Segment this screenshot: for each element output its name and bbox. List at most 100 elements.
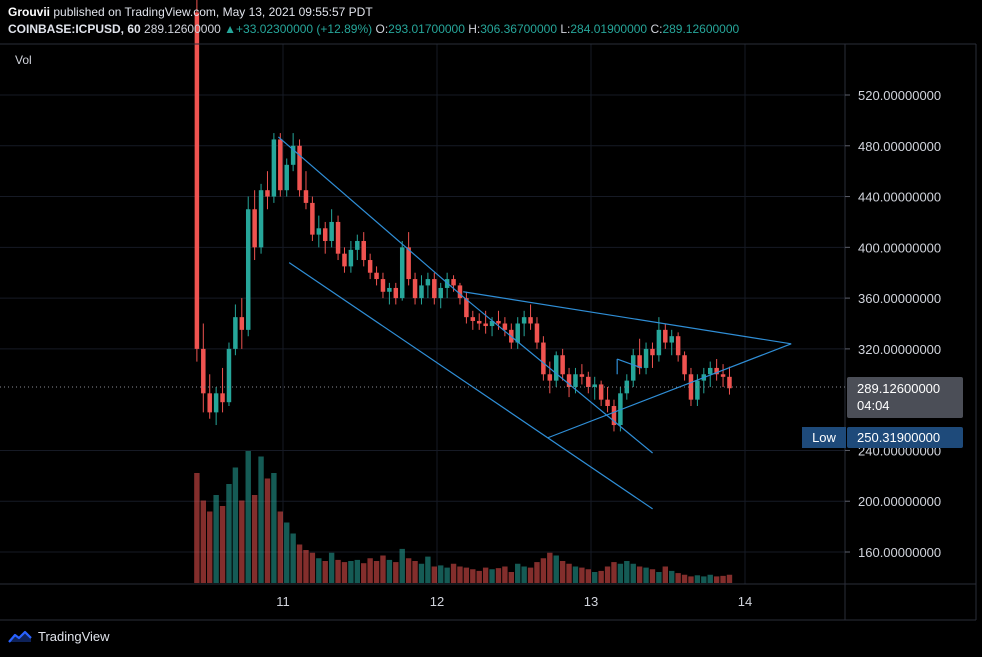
time-tick-label: 14 [738, 594, 752, 609]
volume-bar [264, 478, 271, 583]
candle-body [496, 320, 501, 324]
volume-bar [431, 566, 437, 583]
volume-bar [489, 569, 495, 583]
publisher-name[interactable]: Grouvii [8, 5, 51, 19]
volume-bar [649, 569, 656, 583]
volume-bar [624, 561, 630, 583]
candle-body [239, 317, 245, 330]
volume-bar [328, 552, 335, 583]
volume-bars [194, 451, 733, 583]
candle-body [521, 317, 527, 324]
volume-bar [482, 567, 489, 583]
candle-body [207, 393, 212, 413]
volume-bar [373, 561, 380, 583]
last-price-value: 289.12600000 [857, 381, 941, 396]
candle-body [387, 287, 392, 292]
volume-bar [617, 563, 624, 583]
price-axis[interactable]: 520.00000000 480.00000000 440.00000000 400.… [845, 88, 941, 560]
volume-bar [194, 473, 200, 583]
symbol-name[interactable]: COINBASE:ICPUSD, 60 [8, 22, 141, 36]
candle-body [541, 342, 546, 375]
volume-bar [726, 574, 733, 583]
last-price: 289.12600000 [144, 22, 221, 36]
volume-label[interactable]: Vol [15, 53, 32, 67]
volume-bar [425, 556, 431, 583]
candle-body [566, 374, 572, 387]
candle-body [675, 336, 681, 356]
candle-body [265, 190, 270, 197]
publish-info: Grouvii published on TradingView.com, Ma… [8, 4, 739, 21]
candle-body [278, 139, 283, 191]
candle-body [297, 145, 302, 191]
candle-body [464, 298, 469, 318]
volume-bar [380, 555, 386, 583]
volume-bar [438, 565, 444, 583]
published-text: published on TradingView.com, May 13, 20… [53, 5, 373, 19]
volume-bar [470, 569, 476, 583]
candle-body [573, 374, 578, 387]
candle-body [303, 190, 309, 203]
channel-upper-extension[interactable] [462, 296, 653, 454]
low-marker-value: 250.31900000 [847, 427, 963, 448]
channel-upper-line[interactable] [277, 136, 464, 298]
price-tick-label: 160.00000000 [858, 545, 941, 560]
price-change: ▲+33.02300000 (+12.89%) [224, 22, 373, 36]
low-value: 284.01900000 [570, 22, 648, 36]
volume-bar [681, 574, 688, 583]
close-label: C: [650, 22, 663, 36]
volume-bar [675, 573, 681, 583]
volume-bar [585, 569, 591, 583]
volume-bar [611, 562, 617, 583]
low-label: L: [560, 22, 571, 36]
volume-bar [669, 570, 675, 583]
volume-bar [527, 567, 534, 583]
volume-bar [547, 552, 553, 583]
time-axis[interactable]: 11 12 13 14 [276, 594, 752, 609]
tradingview-logo-icon[interactable] [8, 630, 32, 644]
volume-bar [284, 522, 290, 583]
triangle-lower-line[interactable] [547, 343, 792, 439]
mini-pennant-top[interactable] [616, 358, 643, 369]
candle-body [271, 139, 277, 197]
volume-bar [316, 558, 322, 583]
volume-bar [707, 574, 713, 583]
volume-bar [354, 559, 360, 583]
volume-bar [251, 495, 258, 583]
candle-body [335, 221, 341, 254]
volume-bar [604, 566, 611, 583]
volume-bar [450, 563, 457, 583]
chart-header: Grouvii published on TradingView.com, Ma… [8, 4, 739, 38]
candle-body [406, 247, 411, 280]
volume-bar [335, 559, 341, 583]
candle-body [727, 376, 732, 389]
volume-bar [367, 558, 373, 583]
volume-bar [694, 575, 701, 583]
trend-drawings [277, 136, 792, 510]
brand-name[interactable]: TradingView [38, 629, 110, 644]
open-label: O: [375, 22, 389, 36]
volume-bar [662, 566, 668, 583]
volume-bar [515, 563, 521, 583]
price-tick-label: 360.00000000 [858, 291, 941, 306]
volume-bar [412, 561, 418, 583]
candle-body [707, 367, 713, 375]
candle-body [355, 240, 360, 250]
volume-bar [386, 559, 393, 583]
triangle-upper-line[interactable] [463, 291, 792, 345]
volume-bar [290, 533, 296, 583]
candle-body [252, 209, 257, 248]
price-tick-label: 400.00000000 [858, 240, 941, 255]
candle-body [483, 323, 488, 327]
candle-body [656, 329, 662, 356]
volume-bar [303, 550, 309, 583]
candle-body [611, 406, 617, 426]
channel-lower-line[interactable] [288, 262, 653, 510]
last-price-tag: 289.12600000 04:04 [847, 377, 963, 418]
candle-body [476, 320, 482, 324]
volume-bar [405, 558, 412, 583]
candle-body [553, 355, 559, 381]
volume-bar [239, 500, 245, 583]
volume-bar [245, 451, 251, 583]
candle-body [605, 399, 610, 407]
